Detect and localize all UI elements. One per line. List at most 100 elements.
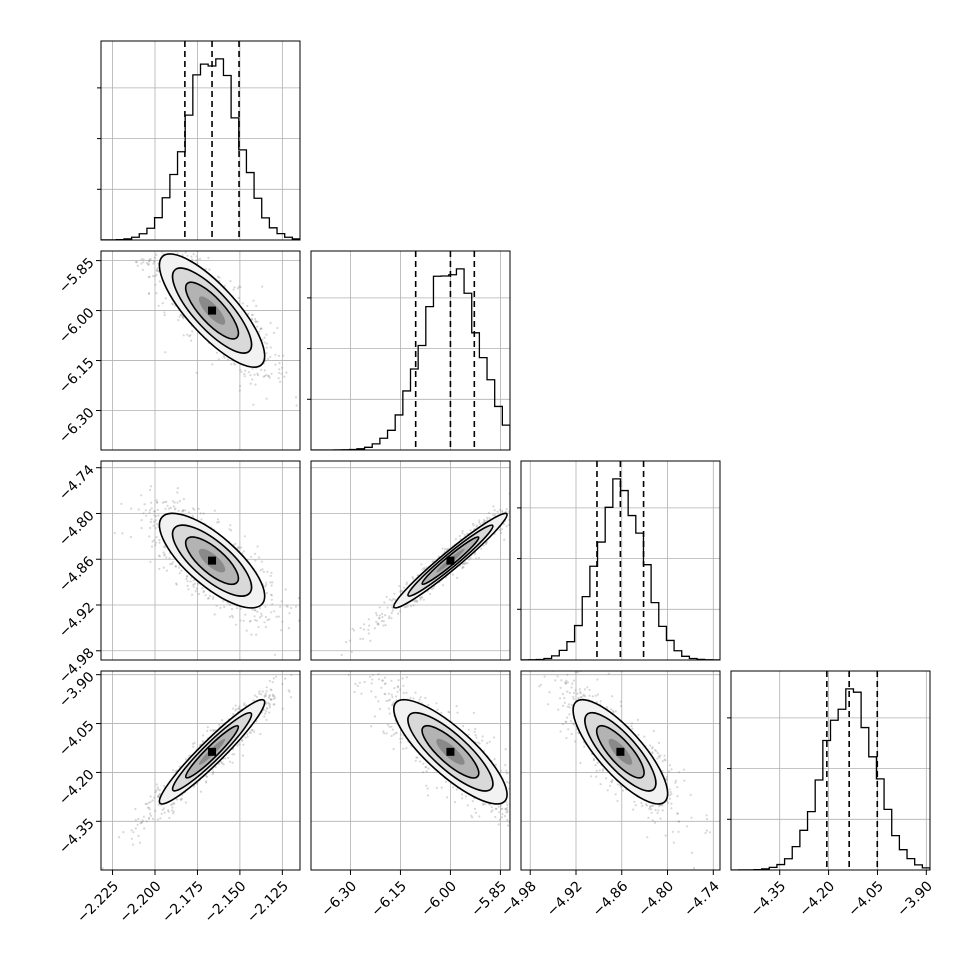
- scatter-point: [156, 268, 159, 271]
- scatter-point: [567, 450, 569, 452]
- density-peak: [208, 306, 217, 315]
- scatter-point: [405, 583, 408, 586]
- scatter-point: [232, 707, 235, 710]
- scatter-point: [195, 259, 198, 262]
- scatter-point: [146, 245, 148, 247]
- scatter-point: [359, 627, 362, 630]
- scatter-point: [268, 703, 271, 706]
- scatter-point: [399, 733, 402, 736]
- scatter-point: [271, 581, 274, 584]
- scatter-point: [168, 557, 171, 560]
- scatter-point: [479, 523, 482, 526]
- scatter-point: [157, 803, 160, 806]
- scatter-point: [122, 831, 125, 834]
- scatter-point: [519, 503, 521, 505]
- scatter-point: [263, 341, 266, 344]
- scatter-point: [279, 380, 282, 383]
- scatter-point: [249, 382, 252, 385]
- scatter-point: [253, 609, 256, 612]
- scatter-point: [267, 375, 270, 378]
- scatter-point: [414, 691, 417, 694]
- scatter-point: [269, 355, 272, 358]
- scatter-point: [276, 326, 279, 330]
- scatter-point: [161, 232, 163, 234]
- scatter-point: [172, 810, 175, 813]
- scatter-point: [387, 692, 390, 695]
- scatter-point: [158, 539, 161, 542]
- scatter-point: [239, 619, 242, 622]
- scatter-point: [217, 762, 220, 766]
- scatter-point: [368, 655, 370, 657]
- scatter-point: [392, 701, 395, 704]
- scatter-point: [157, 795, 160, 798]
- scatter-point: [227, 756, 230, 759]
- scatter-point: [221, 762, 224, 765]
- scatter-point: [241, 739, 244, 742]
- scatter-point: [238, 708, 241, 711]
- scatter-point: [270, 598, 273, 601]
- scatter-point: [280, 600, 283, 603]
- scatter-point: [378, 606, 381, 609]
- scatter-point: [464, 562, 467, 565]
- scatter-point: [169, 562, 172, 566]
- scatter-point: [390, 611, 393, 615]
- scatter-point: [147, 263, 150, 266]
- scatter-point: [524, 500, 526, 502]
- scatter-point: [258, 607, 262, 610]
- scatter-point: [511, 831, 513, 833]
- scatter-point: [451, 573, 454, 576]
- scatter-point: [150, 501, 153, 504]
- scatter-point: [154, 519, 157, 522]
- scatter-point: [502, 522, 505, 526]
- scatter-point: [157, 514, 160, 517]
- scatter-point: [165, 500, 168, 503]
- scatter-point: [164, 507, 167, 510]
- scatter-point: [381, 616, 384, 619]
- scatter-point: [199, 790, 203, 793]
- scatter-point: [149, 508, 152, 512]
- scatter-point: [215, 351, 219, 354]
- scatter-point: [388, 725, 391, 728]
- scatter-point: [432, 587, 435, 590]
- scatter-point: [435, 702, 438, 705]
- scatter-point: [280, 629, 283, 632]
- scatter-point: [201, 740, 204, 743]
- scatter-point: [176, 252, 179, 255]
- scatter-point: [176, 798, 179, 801]
- scatter-point: [149, 485, 153, 488]
- scatter-point: [285, 604, 288, 607]
- scatter-point: [150, 518, 153, 521]
- scatter-point: [191, 507, 194, 510]
- scatter-point: [177, 245, 179, 247]
- scatter-point: [397, 679, 400, 682]
- scatter-point: [163, 314, 166, 317]
- scatter-point: [261, 690, 264, 693]
- scatter-point: [237, 546, 240, 549]
- scatter-point: [191, 330, 194, 333]
- scatter-point: [390, 666, 392, 668]
- scatter-point: [461, 562, 464, 566]
- scatter-point: [140, 262, 143, 265]
- scatter-point: [176, 487, 179, 490]
- scatter-point: [513, 516, 515, 518]
- scatter-point: [267, 374, 270, 377]
- scatter-point: [300, 661, 302, 663]
- scatter-point: [267, 357, 270, 360]
- scatter-point: [403, 606, 406, 609]
- scatter-point: [209, 729, 212, 732]
- scatter-point: [180, 243, 182, 245]
- scatter-point: [499, 769, 502, 773]
- scatter-point: [256, 372, 259, 375]
- scatter-point: [376, 622, 379, 626]
- scatter-point: [361, 637, 365, 641]
- scatter-point: [135, 243, 137, 245]
- scatter-point: [267, 701, 270, 705]
- scatter-point: [397, 612, 400, 615]
- scatter-point: [136, 823, 139, 826]
- grid: [311, 251, 510, 450]
- scatter-point: [525, 501, 527, 503]
- scatter-point: [172, 505, 175, 508]
- scatter-point: [189, 580, 192, 583]
- scatter-point: [153, 510, 157, 513]
- scatter-point: [255, 304, 258, 307]
